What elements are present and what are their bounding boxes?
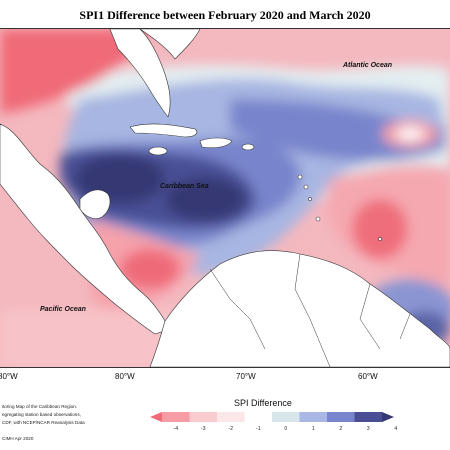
hispaniola <box>199 137 233 149</box>
legend-colorbar <box>150 412 394 422</box>
map-panel <box>0 28 450 368</box>
colorbar-bin <box>162 412 190 422</box>
legend-tick-label: -3 <box>201 426 206 432</box>
colorbar-extend-high <box>382 412 394 422</box>
land <box>0 29 450 367</box>
cuba <box>129 123 198 138</box>
legend-tick-label: -1 <box>256 426 261 432</box>
colorbar-bin <box>299 412 328 422</box>
caribbean-sea-label: Caribbean Sea <box>160 183 209 190</box>
colorbar-bin <box>354 412 383 422</box>
spi-map <box>0 29 450 367</box>
legend-tick-label: 0 <box>284 426 288 432</box>
colorbar-bin <box>189 412 218 422</box>
islands <box>129 123 382 241</box>
colorbar-bin <box>217 412 245 422</box>
colorbar-extend-low <box>150 412 162 422</box>
lon-label-2: 80°W <box>115 372 135 381</box>
borders <box>209 253 411 367</box>
credit-line-2: egregating station based observations, <box>2 412 81 417</box>
atlantic-ocean-label: Atlantic Ocean <box>343 62 393 69</box>
legend-tick-label: 1 <box>311 426 315 432</box>
credit-line-1: itoring Map of the Caribbean Region. <box>2 404 78 409</box>
colorbar-bin <box>244 412 273 422</box>
legend-tick-label: 4 <box>394 426 398 432</box>
map-title: SPI1 Difference between February 2020 an… <box>79 8 371 22</box>
credit-line-3: CDF, with NCEP/NCAR Reanalysis Data <box>2 420 85 425</box>
lon-label-4: 60°W <box>358 372 378 381</box>
colorbar-bin <box>272 412 300 422</box>
lon-label-1: 80°W <box>0 372 18 381</box>
pacific-ocean-label: Pacific Ocean <box>40 306 86 313</box>
legend-tick-label: -2 <box>228 426 233 432</box>
jamaica <box>148 146 168 156</box>
legend-tick-label: 2 <box>339 426 343 432</box>
puerto-rico <box>241 143 255 151</box>
legend-tick-label: -4 <box>173 426 178 432</box>
colorbar-bin <box>327 412 355 422</box>
legend-title: SPI Difference <box>234 398 292 408</box>
credit-line-4: CIMH Apr 2020 <box>2 436 34 441</box>
legend-tick-label: 3 <box>366 426 370 432</box>
lon-label-3: 70°W <box>236 372 256 381</box>
